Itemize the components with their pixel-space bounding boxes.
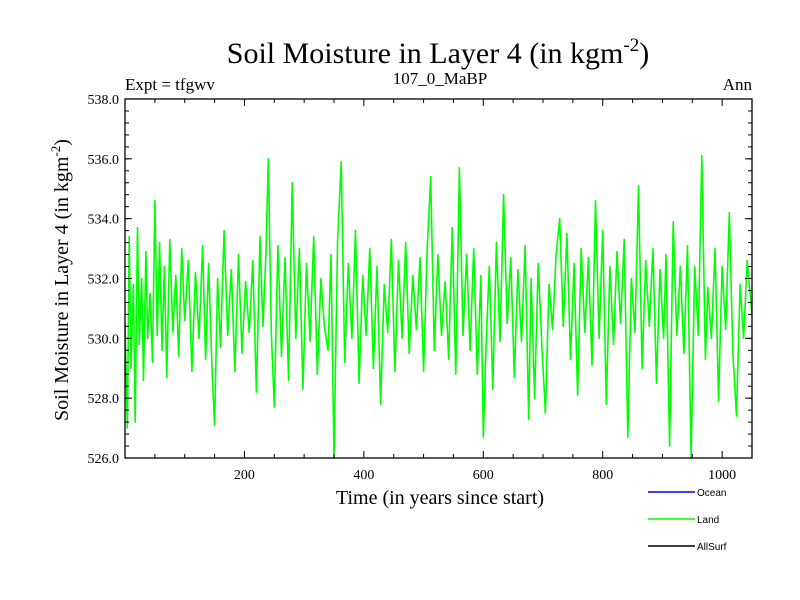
x-tick-label: 200 <box>234 468 255 483</box>
series-layer <box>124 155 753 459</box>
y-axis-label-close: ) <box>51 139 73 146</box>
x-tick-label: 400 <box>353 468 374 483</box>
x-tick-label: 800 <box>592 468 613 483</box>
subtitle-season: Ann <box>723 75 753 94</box>
subtitle-experiment: Expt = tfgwv <box>125 75 215 94</box>
y-axis-label-superscript: -2 <box>48 146 63 157</box>
legend-label-land: Land <box>697 515 719 526</box>
x-tick-label: 600 <box>473 468 494 483</box>
legend-label-allsurf: AllSurf <box>697 542 727 553</box>
y-tick-label: 536.0 <box>88 153 120 168</box>
y-tick-label: 530.0 <box>88 332 120 347</box>
legend-label-ocean: Ocean <box>697 488 726 499</box>
y-tick-label: 526.0 <box>88 452 120 467</box>
chart-title: Soil Moisture in Layer 4 (in kgm-2) <box>227 35 649 70</box>
y-tick-label: 534.0 <box>88 213 120 228</box>
y-tick-label: 532.0 <box>88 273 120 288</box>
legend: Ocean Land AllSurf <box>648 488 727 553</box>
x-tick-label: 1000 <box>708 468 736 483</box>
chart-title-text: Soil Moisture in Layer 4 (in kgm <box>227 37 624 70</box>
subtitle-period: 107_0_MaBP <box>393 69 487 88</box>
plot-frame <box>124 98 753 459</box>
x-axis-label: Time (in years since start) <box>336 487 544 509</box>
y-tick-label: 528.0 <box>88 392 120 407</box>
y-axis-label: Soil Moisture in Layer 4 (in kgm-2) <box>48 139 73 421</box>
chart-title-close: ) <box>639 37 649 70</box>
series-line-land <box>124 155 753 459</box>
y-axis-label-text: Soil Moisture in Layer 4 (in kgm <box>51 156 73 421</box>
chart-title-superscript: -2 <box>623 35 639 56</box>
y-tick-label: 538.0 <box>88 93 120 108</box>
